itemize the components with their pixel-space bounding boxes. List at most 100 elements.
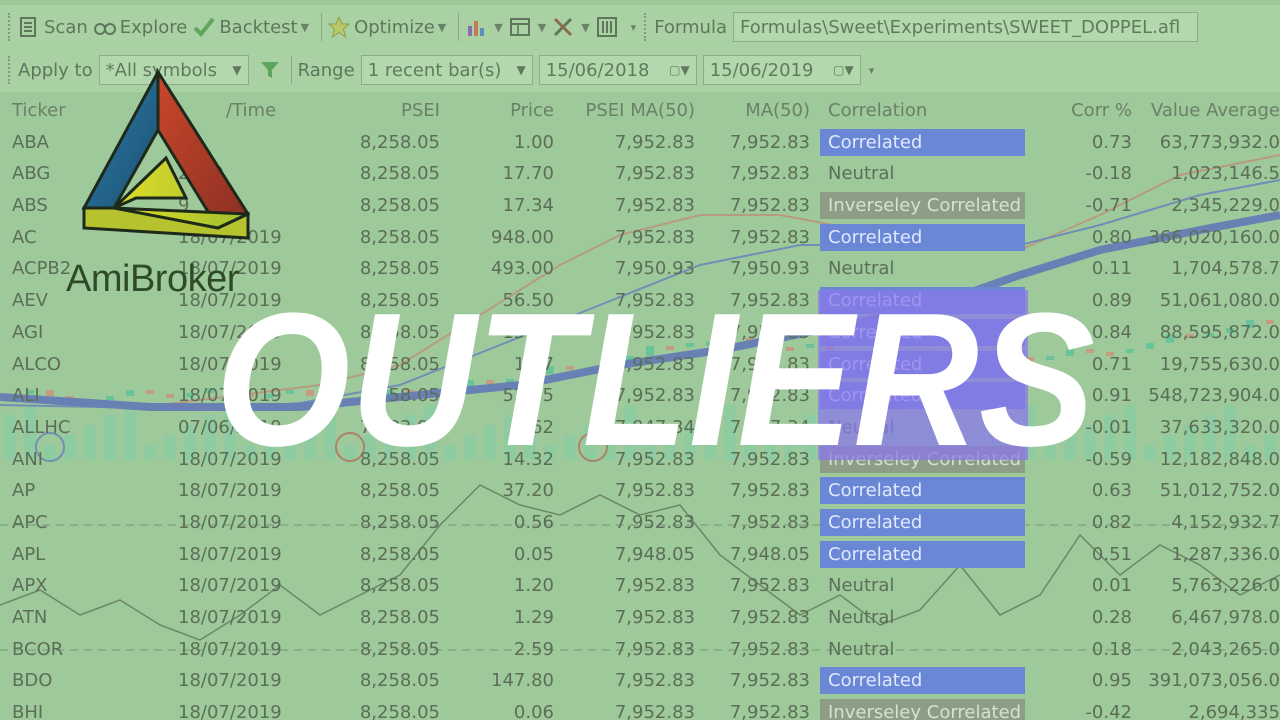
cell-corr-pct: 0.18 xyxy=(1091,638,1132,660)
table-row[interactable]: ATN 18/07/2019 8,258.05 1.29 7,952.83 7,952.8… xyxy=(0,602,1280,634)
column-header-correlation[interactable]: Correlation xyxy=(828,100,928,121)
cell-value-average: 1,023,146.5 xyxy=(1171,163,1280,185)
optimize-button[interactable]: Optimize ▼ xyxy=(328,16,446,38)
cell-ma: 7,952.83 xyxy=(729,385,810,407)
table-row[interactable]: ALI 18/07/2019 8,258.05 52.35 7,952.83 7,952.… xyxy=(0,380,1280,412)
cell-ma: 7,952.83 xyxy=(729,226,810,248)
cell-value-average: 6,467,978.0 xyxy=(1171,607,1280,628)
table-row[interactable]: ALLHC 07/06/2019 7,983.98 3.62 7,847.34 7,847… xyxy=(0,412,1280,444)
column-header-corr-pct[interactable]: Corr % xyxy=(1071,100,1132,121)
table-row[interactable]: APL 18/07/2019 8,258.05 0.05 7,948.05 7,948.0… xyxy=(0,539,1280,571)
candlestick xyxy=(1226,328,1234,333)
table-row[interactable]: APX 18/07/2019 8,258.05 1.20 7,952.83 7,952.8… xyxy=(0,570,1280,602)
cell-correlation: Neutral xyxy=(828,575,895,597)
toolbar-grip[interactable] xyxy=(644,13,648,41)
table-row[interactable]: AGI 18/07/2019 8,258.05 15.58 7,952.83 7,952.… xyxy=(0,317,1280,349)
scan-button[interactable]: Scan xyxy=(18,16,88,38)
cell-psei: 8,258.05 xyxy=(359,226,440,248)
filter-icon[interactable] xyxy=(259,59,281,81)
toolbar-grip[interactable] xyxy=(8,56,12,84)
candlestick xyxy=(26,390,34,394)
candlestick xyxy=(1146,343,1154,349)
column-header-psei-ma[interactable]: PSEI MA(50) xyxy=(585,100,695,121)
volume-bar xyxy=(544,445,556,460)
date-to-value: 15/06/2019 xyxy=(709,59,814,81)
table-row[interactable]: BDO 18/07/2019 8,258.05 147.80 7,952.83 7,952… xyxy=(0,665,1280,697)
volume-bar xyxy=(1164,435,1176,460)
report-chart-button[interactable]: ▼ xyxy=(465,16,503,38)
backtest-label: Backtest xyxy=(219,16,298,38)
toolbar-grip[interactable] xyxy=(8,13,12,41)
candlestick xyxy=(726,338,734,342)
column-header-ticker[interactable]: Ticker xyxy=(12,100,66,121)
column-header-price[interactable]: Price xyxy=(510,100,554,121)
range-select[interactable]: 1 recent bar(s) ▼ xyxy=(360,55,533,85)
cell-value-average: 63,773,932.0 xyxy=(1159,131,1280,153)
cell-value-average: 2,043,265.0 xyxy=(1171,638,1280,660)
backtest-dropdown-icon[interactable]: ▼ xyxy=(300,20,310,34)
column-header-ma[interactable]: MA(50) xyxy=(745,100,810,121)
apply-to-select[interactable]: *All symbols ▼ xyxy=(98,55,249,85)
cell-ticker: ABS xyxy=(12,195,48,217)
cell-ticker: ABG xyxy=(12,163,51,185)
candlestick xyxy=(766,344,774,348)
table-row[interactable]: ALCO 18/07/2019 8,258.05 1.07 7,952.83 7,952.… xyxy=(0,349,1280,381)
inverse-highlight xyxy=(820,192,1025,220)
report-dropdown-icon[interactable]: ▼ xyxy=(494,20,503,34)
parameters-button[interactable] xyxy=(596,16,622,38)
cell-price: 0.05 xyxy=(513,543,554,565)
cell-ticker: ANI xyxy=(12,448,44,470)
table-row[interactable]: BHI 18/07/2019 8,258.05 0.06 7,952.83 7,952.8… xyxy=(0,697,1280,720)
table-row[interactable]: AC18/07/20198,258.05948.007,952.837,952.… xyxy=(0,222,1280,254)
explore-button[interactable]: Explore xyxy=(93,16,187,38)
scan-icon xyxy=(20,17,36,37)
volume-bar xyxy=(704,415,716,460)
table-row[interactable]: BCOR 18/07/2019 8,258.05 2.59 7,952.83 7,952.… xyxy=(0,634,1280,666)
settings-button[interactable]: ▼ xyxy=(552,16,590,38)
cell-value-average: 366,020,160.0 xyxy=(1148,226,1280,248)
toolbar-overflow-icon[interactable]: ▾ xyxy=(630,20,637,34)
table-row[interactable]: AP 18/07/2019 8,258.05 37.20 7,952.83 7,952.8… xyxy=(0,475,1280,507)
table-row[interactable]: ANI 18/07/2019 8,258.05 14.32 7,952.83 7,952.… xyxy=(0,444,1280,476)
volume-bar xyxy=(524,405,536,460)
table-row[interactable]: ABS 9 8,258.05 17.34 7,952.83 7,952.83 Inverse… xyxy=(0,190,1280,222)
cell-ticker: AC xyxy=(12,226,37,248)
cell-price: 37.20 xyxy=(502,480,554,502)
cell-ma: 7,952.83 xyxy=(729,480,810,502)
volume-bar xyxy=(1244,445,1256,460)
cell-corr-pct: 0.89 xyxy=(1091,290,1132,312)
backtest-button[interactable]: Backtest ▼ xyxy=(193,16,309,38)
cell-ticker: BHI xyxy=(12,702,44,720)
cell-ticker: APL xyxy=(12,543,46,565)
column-header-psei[interactable]: PSEI xyxy=(401,100,440,121)
cell-ma: 7,952.83 xyxy=(729,607,810,628)
cell-price: 0.06 xyxy=(513,702,554,720)
table-row[interactable]: ABA 8,258.05 1.00 7,952.83 7,952.83 Correlate… xyxy=(0,127,1280,159)
table-row[interactable]: APC 18/07/2019 8,258.05 0.56 7,952.83 7,952.8… xyxy=(0,507,1280,539)
cell-psei-ma: 7,948.05 xyxy=(614,543,695,565)
cell-ticker: ALI xyxy=(12,385,40,407)
chevron-down-icon: ▼ xyxy=(232,63,242,77)
column-header-datetime[interactable]: /Time xyxy=(226,100,277,121)
table-view-button[interactable]: ▼ xyxy=(509,16,546,38)
optimize-dropdown-icon[interactable]: ▼ xyxy=(437,20,447,34)
cell-psei: 8,258.05 xyxy=(359,670,440,692)
cell-psei: 8,258.05 xyxy=(359,163,440,185)
cell-ticker: AP xyxy=(12,480,36,502)
cell-price: 52.35 xyxy=(502,385,554,407)
volume-bar xyxy=(1204,415,1216,460)
date-to-picker[interactable]: 15/06/2019 ▢▼ xyxy=(702,55,861,85)
formula-path-field[interactable]: Formulas\Sweet\Experiments\SWEET_DOPPEL.… xyxy=(732,12,1198,42)
sliders-icon xyxy=(596,17,617,37)
column-header-value-average[interactable]: Value Average xyxy=(1150,100,1280,121)
correlated-highlight xyxy=(820,540,1025,568)
table-row[interactable]: ACPB2 18/07/2019 8,258.05 493.00 7,950.93 7,9… xyxy=(0,253,1280,285)
cell-correlation: Neutral xyxy=(828,258,895,280)
cell-date: 18/07/2019 xyxy=(178,607,282,628)
settings-dropdown-icon[interactable]: ▼ xyxy=(581,20,590,34)
toolbar-overflow-icon[interactable]: ▾ xyxy=(868,63,875,77)
date-from-picker[interactable]: 15/06/2018 ▢▼ xyxy=(538,55,697,85)
cell-psei: 8,258.05 xyxy=(359,638,440,660)
table-view-dropdown-icon[interactable]: ▼ xyxy=(537,20,547,34)
cell-price: 3.62 xyxy=(513,416,554,438)
